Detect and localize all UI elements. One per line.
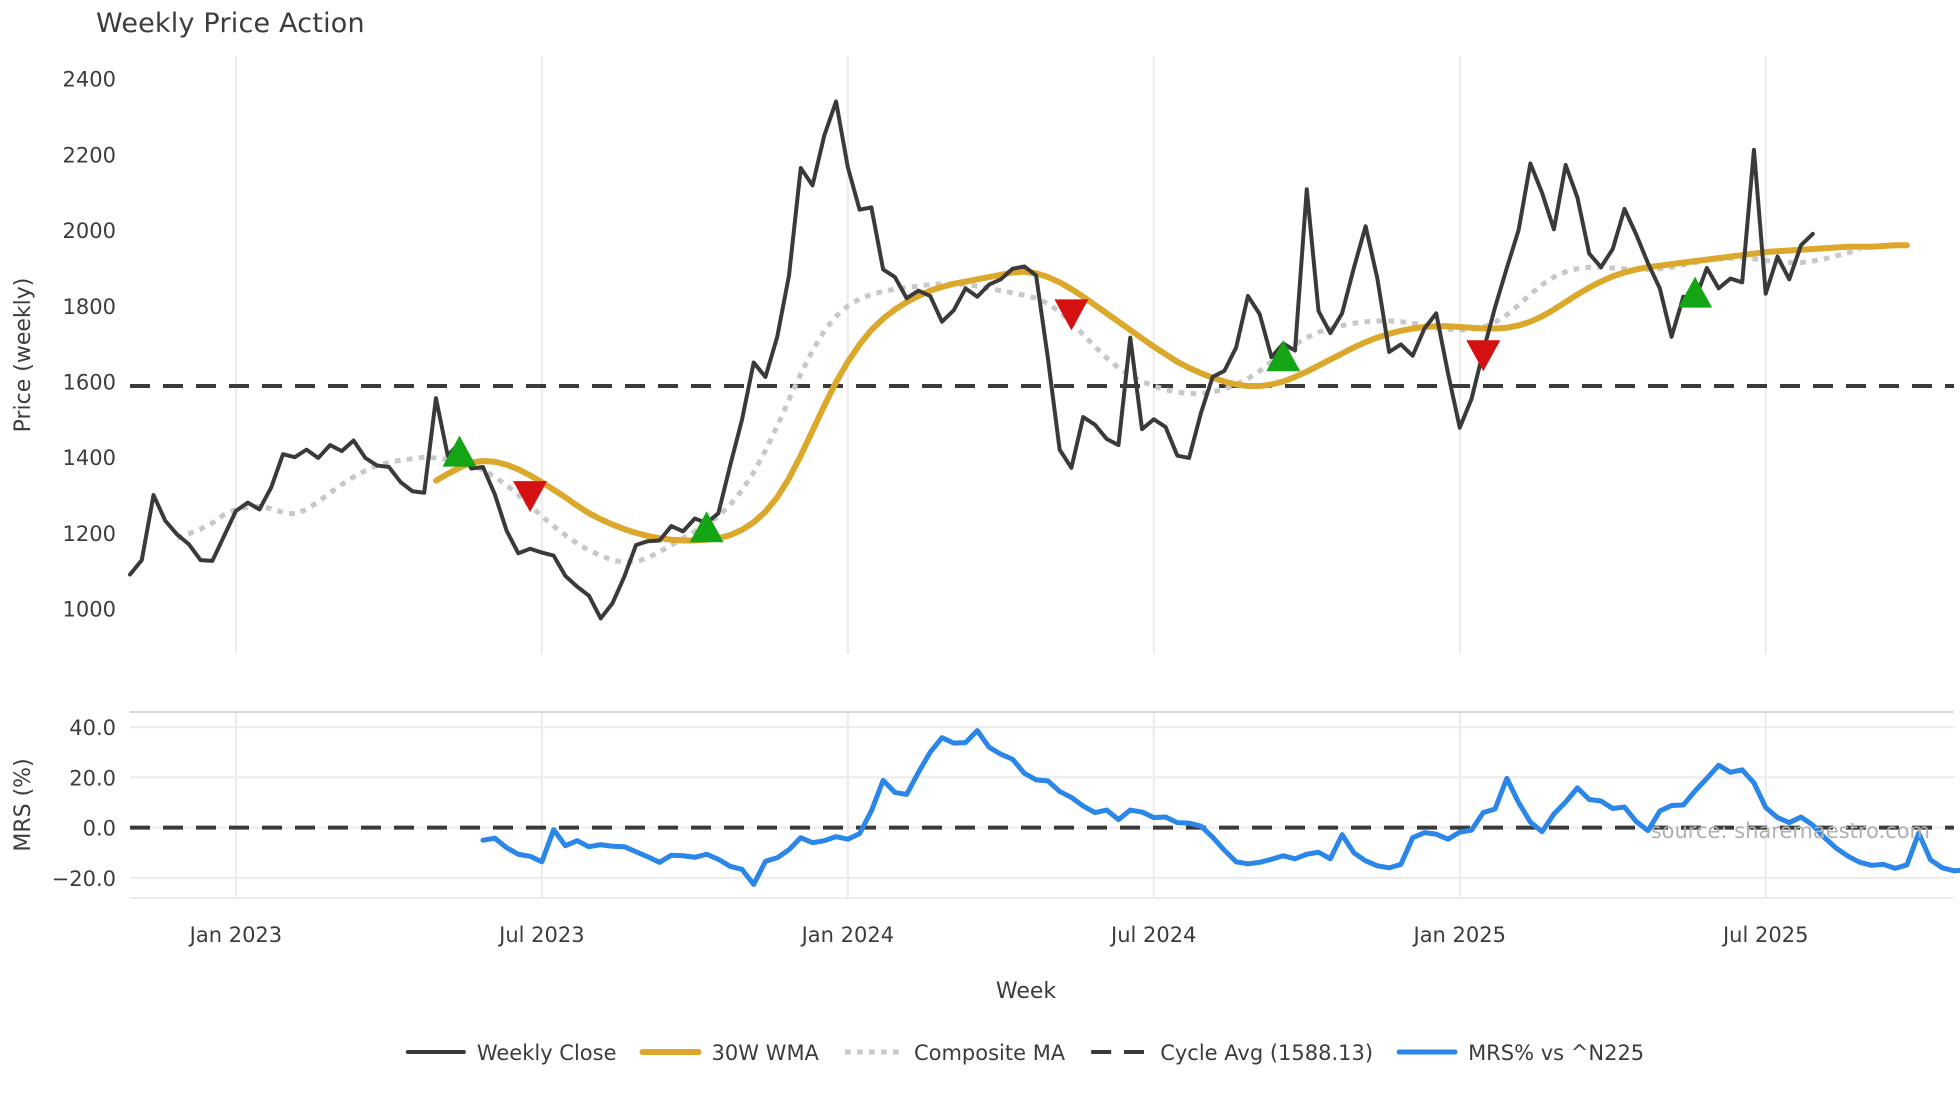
legend-item-30w-wma[interactable]: 30W WMA xyxy=(639,1041,820,1065)
legend-label: Composite MA xyxy=(914,1041,1066,1065)
x-tick-2: Jan 2024 xyxy=(800,923,895,947)
legend-item-mrs-vs-n225[interactable]: MRS% vs ^N225 xyxy=(1396,1041,1644,1065)
y-tick-mrs-3: 40.0 xyxy=(69,716,116,740)
legend-label: MRS% vs ^N225 xyxy=(1468,1041,1644,1065)
sell-signal-marker-5 xyxy=(1466,340,1501,372)
series-30w-wma xyxy=(432,242,1910,544)
y-tick-price-5: 2000 xyxy=(63,219,116,243)
y-tick-price-4: 1800 xyxy=(63,295,116,319)
x-tick-1: Jul 2023 xyxy=(497,923,584,947)
x-axis-label: Week xyxy=(996,979,1057,1004)
watermark-source: source: sharemaestro.com xyxy=(1651,819,1930,843)
legend-item-weekly-close[interactable]: Weekly Close xyxy=(405,1041,617,1065)
y-tick-mrs-0: −20.0 xyxy=(52,867,116,891)
legend-label: 30W WMA xyxy=(712,1041,820,1065)
y-tick-price-0: 1000 xyxy=(63,598,116,622)
y-tick-price-2: 1400 xyxy=(63,446,116,470)
y-tick-mrs-2: 20.0 xyxy=(69,766,116,790)
y-axis-label-mrs: MRS (%) xyxy=(11,758,36,851)
series-mrs-vs-n225 xyxy=(480,728,1960,887)
y-tick-price-3: 1600 xyxy=(63,370,116,394)
buy-signal-marker-6 xyxy=(1678,276,1713,308)
legend-label: Cycle Avg (1588.13) xyxy=(1160,1041,1373,1065)
legend-item-composite-ma[interactable]: Composite MA xyxy=(844,1041,1066,1065)
y-tick-price-7: 2400 xyxy=(63,68,116,92)
legend-label: Weekly Close xyxy=(477,1041,617,1065)
y-axis-label-price: Price (weekly) xyxy=(11,278,36,433)
x-tick-5: Jul 2025 xyxy=(1721,923,1808,947)
buy-signal-marker-0 xyxy=(442,435,477,467)
buy-signal-marker-4 xyxy=(1266,340,1301,372)
chart-title: Weekly Price Action xyxy=(96,8,365,39)
sell-signal-marker-3 xyxy=(1054,299,1089,331)
sell-signal-marker-1 xyxy=(513,481,548,513)
x-tick-4: Jan 2025 xyxy=(1412,923,1507,947)
buy-signal-marker-2 xyxy=(689,511,724,543)
y-tick-price-6: 2200 xyxy=(63,143,116,167)
y-tick-price-1: 1200 xyxy=(63,522,116,546)
x-tick-0: Jan 2023 xyxy=(188,923,283,947)
series-composite-ma xyxy=(176,247,1861,565)
x-tick-3: Jul 2024 xyxy=(1109,923,1196,947)
y-tick-mrs-1: 0.0 xyxy=(83,817,116,841)
series-weekly-close xyxy=(128,99,1815,621)
legend-item-cycle-avg-1588-13[interactable]: Cycle Avg (1588.13) xyxy=(1091,1041,1373,1065)
